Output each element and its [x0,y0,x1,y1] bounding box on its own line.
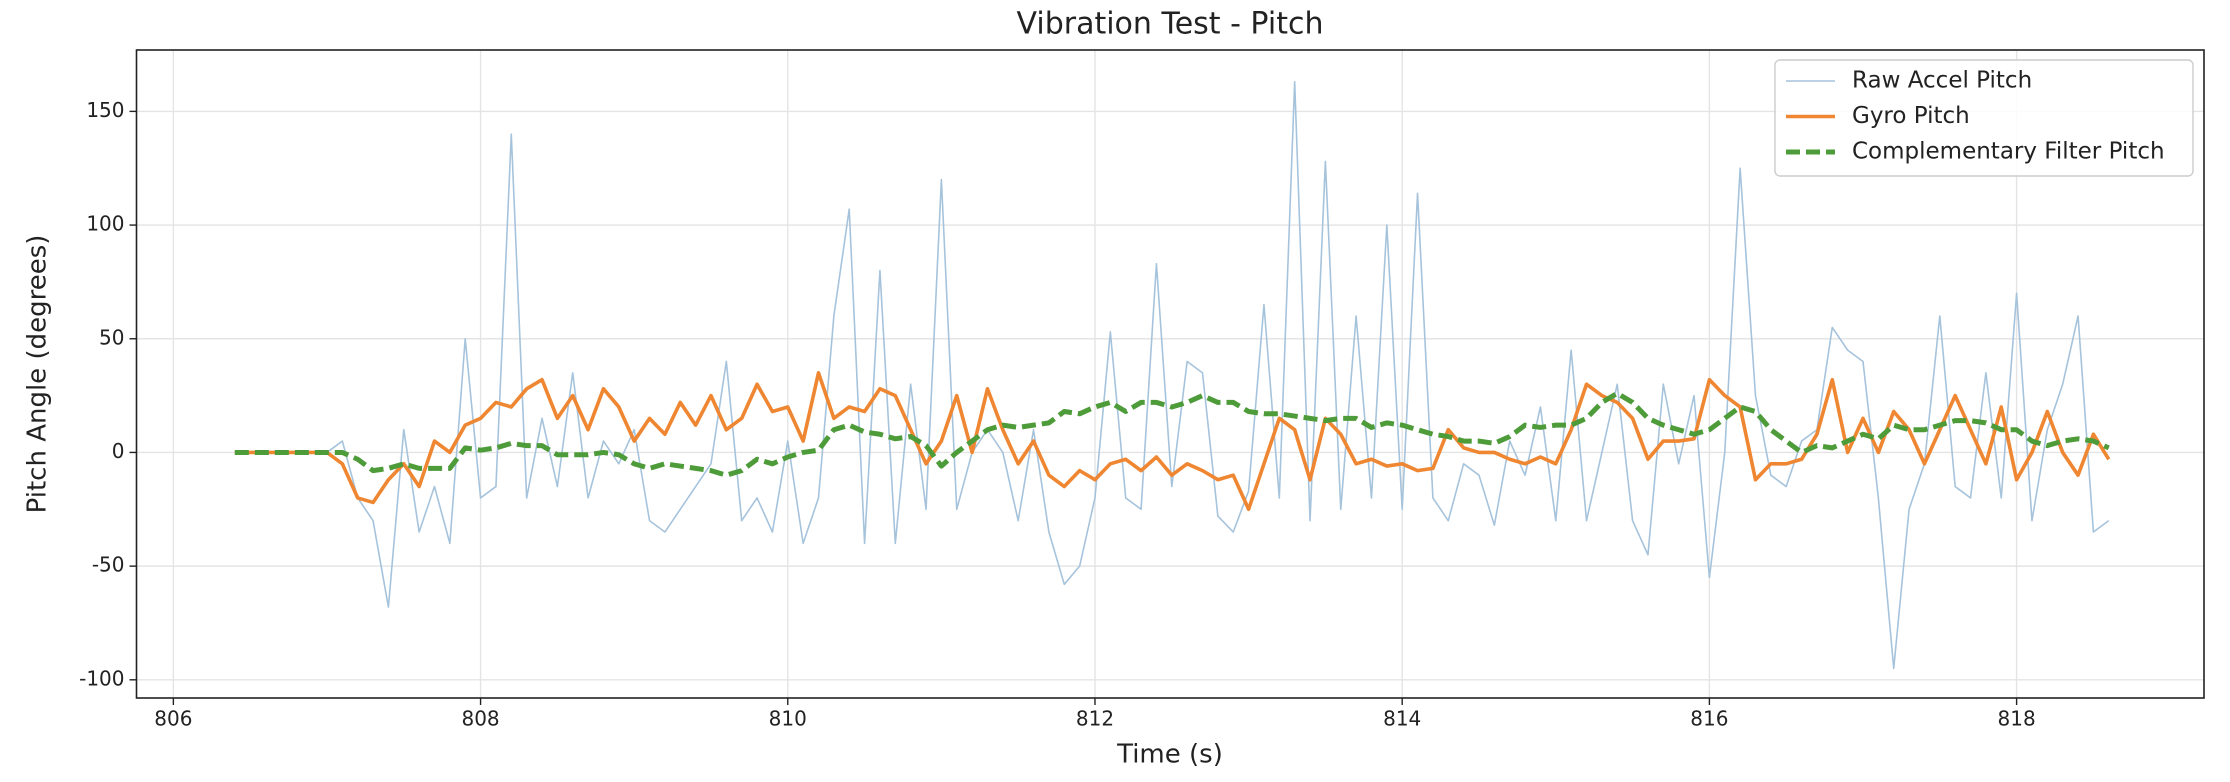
y-tick-label: -100 [79,666,124,690]
x-axis-label: Time (s) [1116,740,1223,770]
legend-label: Raw Accel Pitch [1852,68,2032,94]
y-tick-label: 100 [86,212,124,236]
y-axis-label: Pitch Angle (degrees) [23,235,53,514]
line-series [234,390,2110,478]
x-tick-label: 806 [154,707,192,731]
legend-label: Gyro Pitch [1852,103,1970,129]
line-series [234,81,2110,670]
chart-title: Vibration Test - Pitch [1017,7,1324,42]
x-tick-label: 810 [769,707,807,731]
plot-frame [135,49,2205,699]
y-tick-label: 150 [86,98,124,122]
y-tick-label: -50 [92,553,125,577]
x-tick-label: 816 [1690,707,1728,731]
x-tick-label: 814 [1383,707,1421,731]
legend: Raw Accel Pitch Gyro Pitch Complementary F… [1774,59,2194,177]
legend-label: Complementary Filter Pitch [1852,139,2165,165]
y-tick-label: 50 [99,325,124,349]
legend-box [1774,59,2194,177]
x-tick-label: 812 [1076,707,1114,731]
x-tick-label: 808 [461,707,499,731]
y-tick-label: 0 [112,439,125,463]
line-series [234,371,2111,512]
x-tick-label: 818 [1998,707,2036,731]
